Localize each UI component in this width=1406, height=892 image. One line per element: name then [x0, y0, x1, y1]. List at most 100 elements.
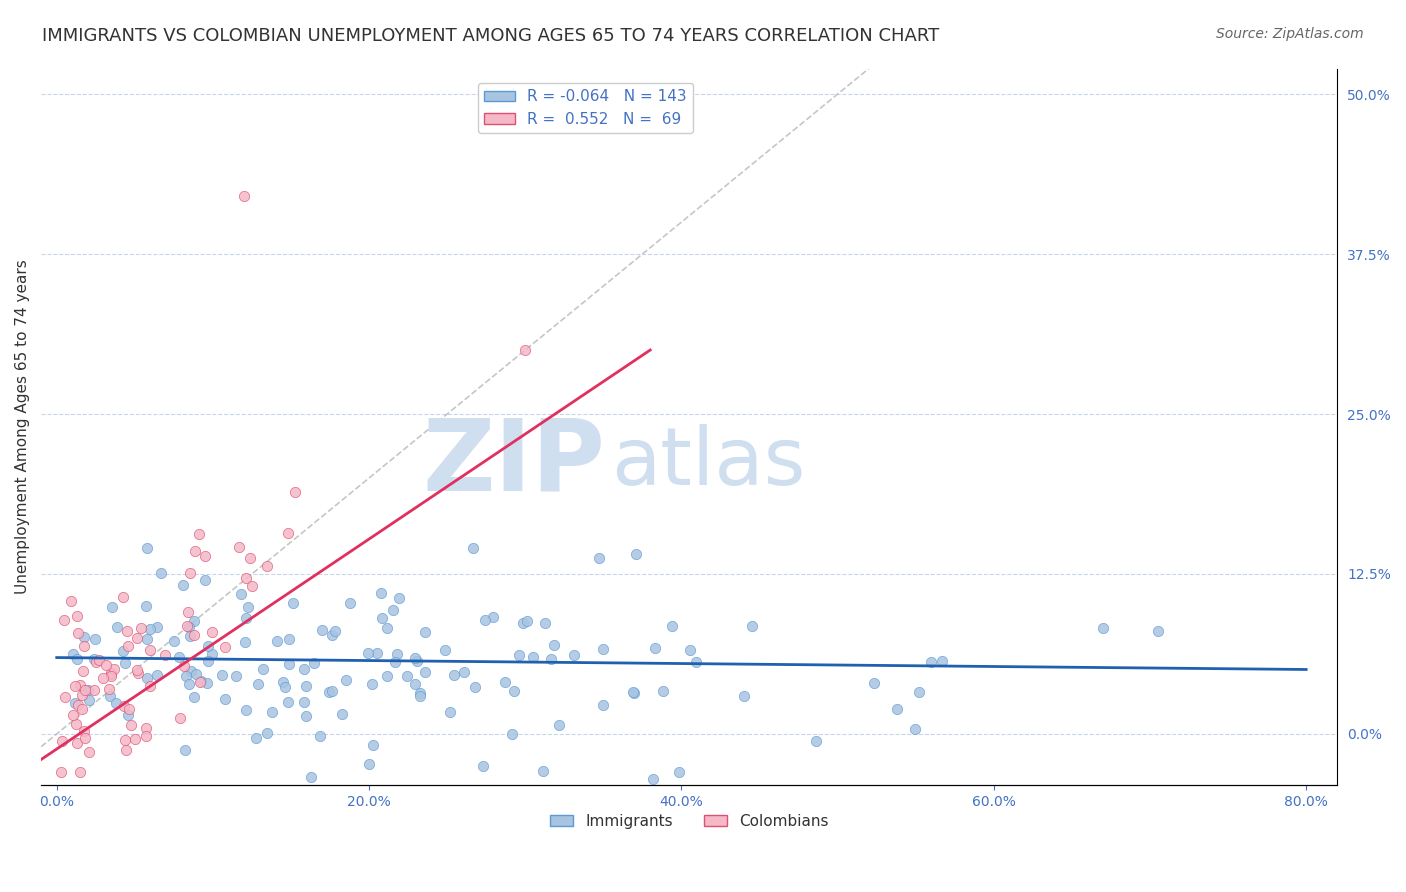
- Point: [406, 654, 429, 668]
- Point: [214, 691, 236, 706]
- Point: [516, 615, 538, 629]
- Point: [281, 596, 304, 610]
- Point: [177, 677, 200, 691]
- Point: [886, 702, 908, 716]
- Point: [135, 721, 157, 735]
- Point: [177, 606, 200, 620]
- Point: [318, 685, 340, 699]
- Point: [65, 717, 87, 731]
- Point: [73, 683, 96, 698]
- Point: [73, 631, 96, 645]
- Point: [190, 674, 212, 689]
- Point: [592, 642, 614, 657]
- Point: [62, 707, 84, 722]
- Point: [60, 594, 83, 608]
- Text: Source: ZipAtlas.com: Source: ZipAtlas.com: [1216, 27, 1364, 41]
- Point: [920, 655, 942, 669]
- Point: [101, 600, 124, 615]
- Point: [124, 732, 146, 747]
- Point: [184, 666, 207, 681]
- Point: [183, 614, 205, 628]
- Point: [266, 634, 288, 648]
- Point: [309, 729, 332, 743]
- Point: [366, 646, 388, 660]
- Point: [271, 675, 294, 690]
- Point: [103, 662, 125, 676]
- Point: [404, 651, 426, 665]
- Point: [73, 731, 96, 745]
- Point: [146, 620, 169, 634]
- Point: [562, 648, 585, 662]
- Point: [321, 684, 343, 698]
- Point: [62, 647, 84, 661]
- Point: [112, 590, 135, 604]
- Point: [194, 549, 217, 563]
- Point: [117, 639, 139, 653]
- Point: [127, 665, 149, 680]
- Point: [443, 667, 465, 681]
- Point: [651, 684, 673, 698]
- Legend: Immigrants, Colombians: Immigrants, Colombians: [544, 807, 834, 835]
- Point: [100, 666, 122, 681]
- Point: [53, 613, 76, 627]
- Point: [661, 619, 683, 633]
- Point: [384, 655, 406, 669]
- Point: [741, 619, 763, 633]
- Point: [453, 665, 475, 679]
- Point: [51, 733, 73, 747]
- Point: [434, 643, 457, 657]
- Point: [644, 640, 666, 655]
- Point: [531, 764, 554, 778]
- Point: [252, 662, 274, 676]
- Point: [135, 599, 157, 613]
- Point: [321, 628, 343, 642]
- Point: [262, 706, 284, 720]
- Point: [548, 718, 571, 732]
- Point: [278, 632, 301, 646]
- Point: [238, 551, 260, 566]
- Point: [153, 648, 176, 663]
- Point: [187, 526, 209, 541]
- Point: [1147, 624, 1170, 638]
- Point: [201, 624, 224, 639]
- Point: [183, 628, 205, 642]
- Point: [295, 709, 318, 723]
- Point: [494, 675, 516, 690]
- Point: [183, 543, 205, 558]
- Point: [77, 746, 100, 760]
- Point: [120, 718, 142, 732]
- Point: [357, 757, 380, 772]
- Point: [592, 698, 614, 712]
- Point: [72, 640, 94, 654]
- Point: [482, 610, 505, 624]
- Point: [197, 654, 219, 668]
- Point: [225, 669, 247, 683]
- Point: [173, 659, 195, 673]
- Point: [114, 733, 136, 747]
- Point: [200, 647, 222, 661]
- Point: [299, 770, 322, 784]
- Point: [97, 682, 120, 697]
- Point: [117, 708, 139, 723]
- Text: atlas: atlas: [612, 424, 806, 501]
- Point: [361, 738, 384, 752]
- Point: [229, 587, 252, 601]
- Point: [114, 656, 136, 670]
- Point: [179, 629, 201, 643]
- Point: [150, 566, 173, 580]
- Point: [77, 683, 100, 698]
- Point: [146, 668, 169, 682]
- Point: [503, 684, 526, 698]
- Point: [66, 652, 89, 666]
- Point: [464, 680, 486, 694]
- Point: [65, 696, 87, 710]
- Point: [240, 579, 263, 593]
- Point: [1092, 621, 1115, 635]
- Point: [89, 653, 111, 667]
- Point: [177, 620, 200, 634]
- Point: [377, 621, 399, 635]
- Point: [127, 664, 149, 678]
- Point: [339, 596, 361, 610]
- Point: [114, 743, 136, 757]
- Point: [138, 679, 160, 693]
